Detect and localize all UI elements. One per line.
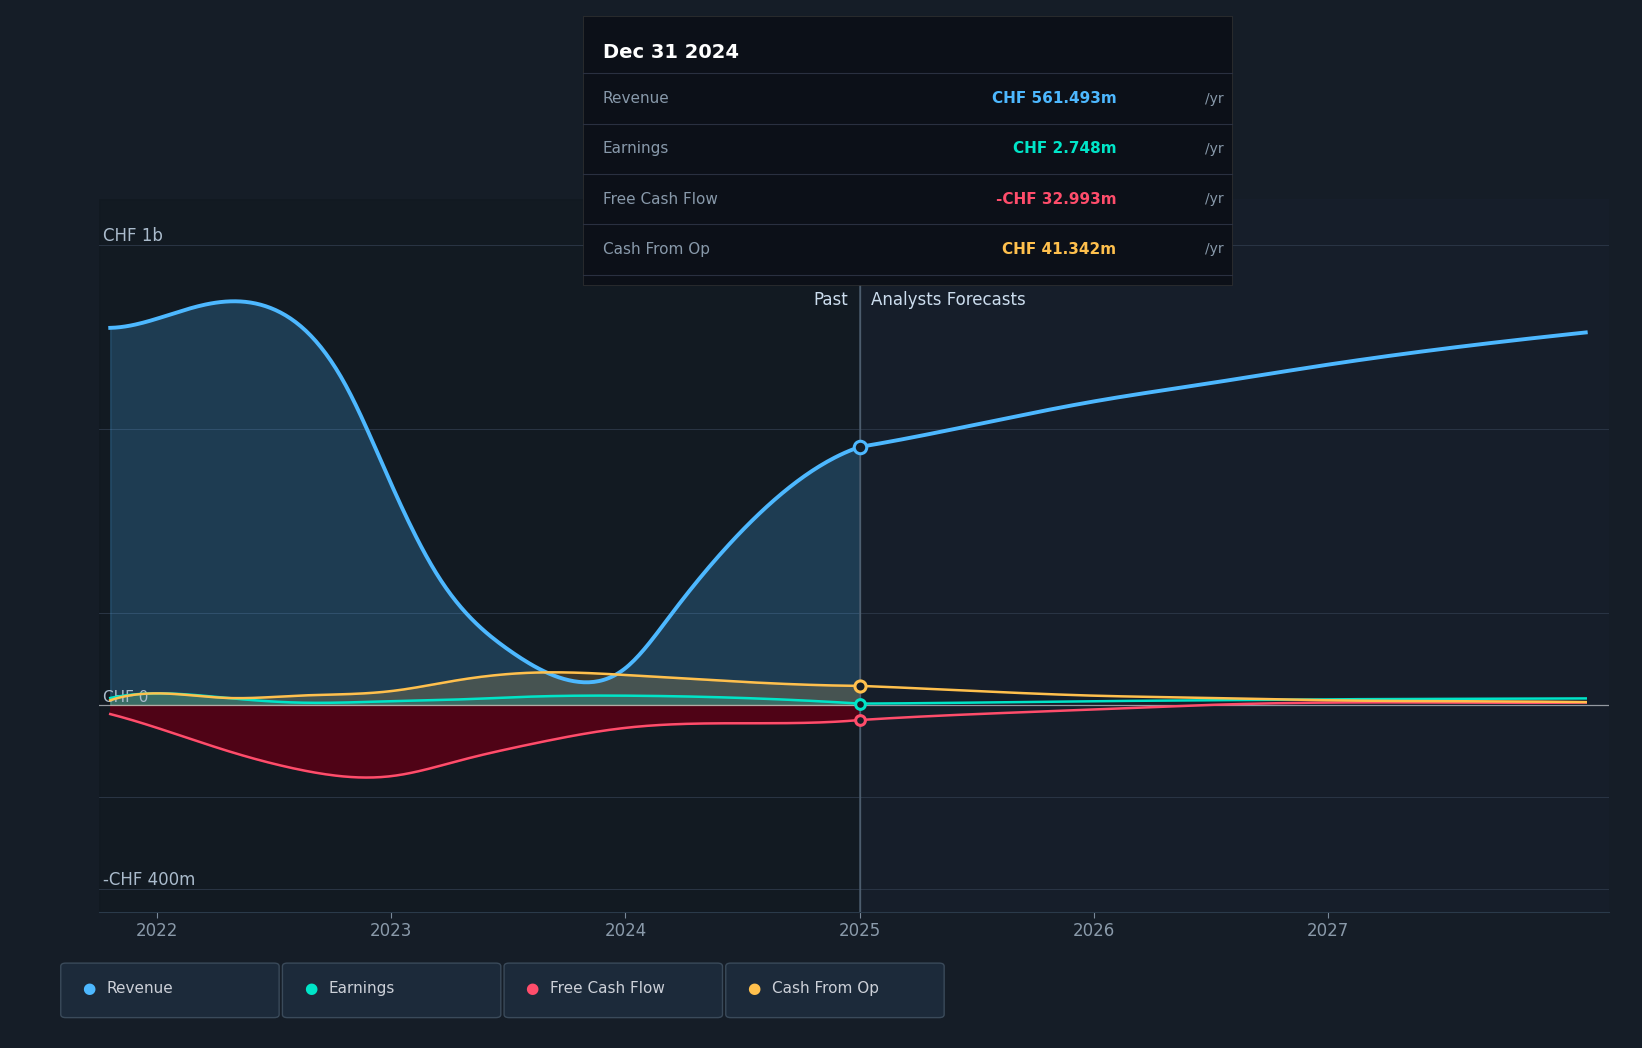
Text: Analysts Forecasts: Analysts Forecasts: [872, 291, 1026, 309]
Text: CHF 41.342m: CHF 41.342m: [1002, 242, 1117, 257]
Text: CHF 2.748m: CHF 2.748m: [1013, 141, 1117, 156]
Text: /yr: /yr: [1205, 242, 1223, 257]
Text: /yr: /yr: [1205, 192, 1223, 206]
Text: CHF 561.493m: CHF 561.493m: [992, 91, 1117, 106]
Text: ●: ●: [525, 981, 539, 996]
Text: Revenue: Revenue: [107, 981, 174, 996]
Text: Earnings: Earnings: [328, 981, 394, 996]
Text: CHF 1b: CHF 1b: [103, 227, 163, 245]
Text: /yr: /yr: [1205, 141, 1223, 156]
Text: CHF 0: CHF 0: [103, 690, 148, 705]
Text: -CHF 400m: -CHF 400m: [103, 871, 195, 889]
Text: Past: Past: [813, 291, 847, 309]
Text: Cash From Op: Cash From Op: [603, 242, 709, 257]
Text: ●: ●: [747, 981, 760, 996]
Text: Free Cash Flow: Free Cash Flow: [603, 192, 718, 206]
Text: Free Cash Flow: Free Cash Flow: [550, 981, 665, 996]
Text: Cash From Op: Cash From Op: [772, 981, 878, 996]
Text: ●: ●: [82, 981, 95, 996]
Text: Revenue: Revenue: [603, 91, 670, 106]
Bar: [860, 199, 1609, 912]
Text: Dec 31 2024: Dec 31 2024: [603, 43, 739, 62]
Text: Earnings: Earnings: [603, 141, 668, 156]
Text: -CHF 32.993m: -CHF 32.993m: [997, 192, 1117, 206]
Bar: [99, 199, 860, 912]
Text: /yr: /yr: [1205, 91, 1223, 106]
Text: ●: ●: [304, 981, 317, 996]
